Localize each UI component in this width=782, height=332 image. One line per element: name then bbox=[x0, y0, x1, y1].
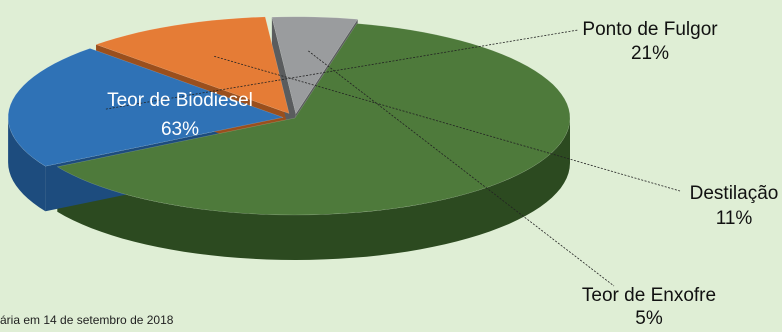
pie-slices bbox=[7, 16, 571, 260]
slice-labels: Teor de Biodiesel 63% Ponto de Fulgor 21… bbox=[107, 19, 779, 329]
slice-label-destilacao: Destilação bbox=[690, 183, 779, 204]
leader-lines bbox=[105, 29, 681, 287]
slice-side-teor-de-biodiesel bbox=[57, 118, 571, 260]
slice-value-teor-de-enxofre: 5% bbox=[635, 308, 663, 327]
slice-teor-de-enxofre bbox=[271, 16, 359, 115]
slice-label-teor-de-enxofre: Teor de Enxofre bbox=[582, 285, 716, 306]
leader-line-ponto-de-fulgor bbox=[105, 29, 579, 110]
slice-label-ponto-de-fulgor: Ponto de Fulgor bbox=[582, 19, 718, 40]
slice-value-ponto-de-fulgor: 21% bbox=[631, 43, 669, 64]
slice-label-teor-de-biodiesel: Teor de Biodiesel bbox=[107, 90, 253, 111]
source-note: ária em 14 de setembro de 2018 bbox=[0, 313, 174, 327]
slice-teor-de-biodiesel bbox=[56, 23, 571, 216]
slice-value-teor-de-biodiesel: 63% bbox=[161, 119, 199, 140]
slice-ponto-de-fulgor bbox=[7, 48, 285, 167]
slice-destilacao bbox=[95, 16, 290, 114]
leader-line-destilacao bbox=[214, 55, 681, 192]
leader-line-teor-de-enxofre bbox=[308, 50, 615, 287]
slice-value-destilacao: 11% bbox=[716, 208, 753, 229]
slice-side-ponto-de-fulgor bbox=[8, 117, 46, 212]
